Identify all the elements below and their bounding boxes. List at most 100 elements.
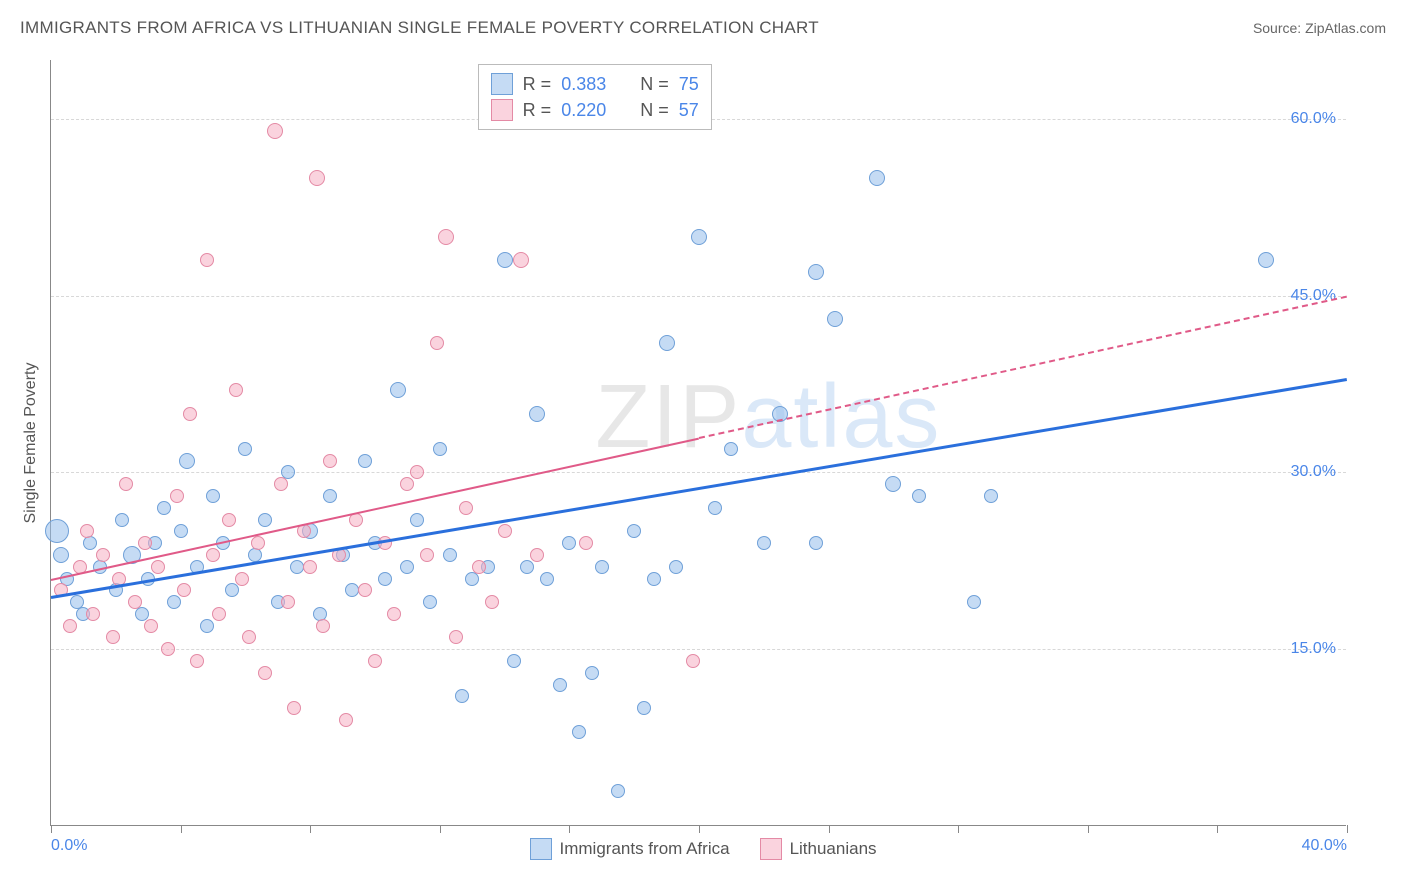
scatter-point-africa	[157, 501, 171, 515]
scatter-point-africa	[53, 547, 69, 563]
scatter-point-lithuanians	[686, 654, 700, 668]
scatter-point-africa	[585, 666, 599, 680]
scatter-point-africa	[433, 442, 447, 456]
scatter-point-lithuanians	[177, 583, 191, 597]
scatter-point-lithuanians	[430, 336, 444, 350]
grid-line	[51, 649, 1346, 650]
scatter-point-lithuanians	[80, 524, 94, 538]
y-tick-label: 60.0%	[1291, 110, 1336, 128]
scatter-point-lithuanians	[303, 560, 317, 574]
scatter-point-lithuanians	[242, 630, 256, 644]
series-legend-item-africa: Immigrants from Africa	[530, 838, 730, 860]
scatter-point-africa	[443, 548, 457, 562]
scatter-point-lithuanians	[222, 513, 236, 527]
scatter-point-lithuanians	[151, 560, 165, 574]
x-tick	[1347, 825, 1348, 833]
series-legend-label: Lithuanians	[790, 839, 877, 859]
scatter-point-lithuanians	[274, 477, 288, 491]
x-tick	[1217, 825, 1218, 833]
scatter-point-lithuanians	[459, 501, 473, 515]
stats-n-label: N =	[640, 100, 669, 121]
scatter-point-lithuanians	[485, 595, 499, 609]
stats-r-label: R =	[523, 100, 552, 121]
scatter-point-lithuanians	[183, 407, 197, 421]
x-tick	[181, 825, 182, 833]
scatter-point-lithuanians	[530, 548, 544, 562]
scatter-point-lithuanians	[281, 595, 295, 609]
scatter-point-lithuanians	[206, 548, 220, 562]
series-legend: Immigrants from Africa Lithuanians	[530, 838, 877, 860]
scatter-point-lithuanians	[119, 477, 133, 491]
series-legend-label: Immigrants from Africa	[560, 839, 730, 859]
scatter-point-lithuanians	[449, 630, 463, 644]
scatter-point-lithuanians	[438, 229, 454, 245]
stats-r-value: 0.383	[561, 74, 606, 95]
scatter-point-lithuanians	[267, 123, 283, 139]
scatter-point-africa	[724, 442, 738, 456]
scatter-point-africa	[115, 513, 129, 527]
scatter-point-lithuanians	[513, 252, 529, 268]
scatter-point-africa	[967, 595, 981, 609]
scatter-point-lithuanians	[170, 489, 184, 503]
scatter-point-lithuanians	[579, 536, 593, 550]
scatter-point-lithuanians	[472, 560, 486, 574]
scatter-point-africa	[553, 678, 567, 692]
scatter-point-africa	[562, 536, 576, 550]
stats-r-value: 0.220	[561, 100, 606, 121]
scatter-point-africa	[595, 560, 609, 574]
title-bar: IMMIGRANTS FROM AFRICA VS LITHUANIAN SIN…	[20, 18, 1386, 38]
scatter-point-lithuanians	[190, 654, 204, 668]
stats-n-label: N =	[640, 74, 669, 95]
scatter-point-africa	[290, 560, 304, 574]
grid-line	[51, 296, 1346, 297]
scatter-point-lithuanians	[128, 595, 142, 609]
y-tick-label: 30.0%	[1291, 463, 1336, 481]
y-tick-label: 15.0%	[1291, 640, 1336, 658]
scatter-point-africa	[627, 524, 641, 538]
scatter-point-africa	[912, 489, 926, 503]
scatter-point-africa	[258, 513, 272, 527]
scatter-point-africa	[323, 489, 337, 503]
scatter-point-lithuanians	[339, 713, 353, 727]
scatter-point-africa	[659, 335, 675, 351]
scatter-point-africa	[45, 519, 69, 543]
legend-swatch-lithuanians	[760, 838, 782, 860]
scatter-point-africa	[423, 595, 437, 609]
scatter-point-lithuanians	[251, 536, 265, 550]
scatter-point-lithuanians	[144, 619, 158, 633]
scatter-point-lithuanians	[400, 477, 414, 491]
scatter-point-africa	[179, 453, 195, 469]
grid-line	[51, 472, 1346, 473]
scatter-point-lithuanians	[63, 619, 77, 633]
scatter-point-lithuanians	[287, 701, 301, 715]
scatter-point-africa	[167, 595, 181, 609]
x-tick	[699, 825, 700, 833]
scatter-point-africa	[225, 583, 239, 597]
scatter-point-africa	[885, 476, 901, 492]
scatter-point-africa	[345, 583, 359, 597]
scatter-point-lithuanians	[106, 630, 120, 644]
scatter-point-lithuanians	[316, 619, 330, 633]
scatter-point-africa	[507, 654, 521, 668]
scatter-point-lithuanians	[229, 383, 243, 397]
scatter-point-lithuanians	[420, 548, 434, 562]
chart-container: IMMIGRANTS FROM AFRICA VS LITHUANIAN SIN…	[0, 0, 1406, 892]
x-tick	[1088, 825, 1089, 833]
x-tick	[51, 825, 52, 833]
scatter-point-lithuanians	[323, 454, 337, 468]
scatter-point-lithuanians	[86, 607, 100, 621]
source-value: ZipAtlas.com	[1305, 20, 1386, 36]
scatter-point-lithuanians	[235, 572, 249, 586]
scatter-point-africa	[611, 784, 625, 798]
scatter-point-africa	[520, 560, 534, 574]
stats-r-label: R =	[523, 74, 552, 95]
scatter-point-lithuanians	[258, 666, 272, 680]
scatter-point-africa	[809, 536, 823, 550]
y-axis-label: Single Female Poverty	[22, 363, 40, 524]
scatter-point-africa	[540, 572, 554, 586]
scatter-point-africa	[647, 572, 661, 586]
scatter-point-africa	[378, 572, 392, 586]
scatter-point-africa	[708, 501, 722, 515]
x-tick	[440, 825, 441, 833]
scatter-point-africa	[358, 454, 372, 468]
